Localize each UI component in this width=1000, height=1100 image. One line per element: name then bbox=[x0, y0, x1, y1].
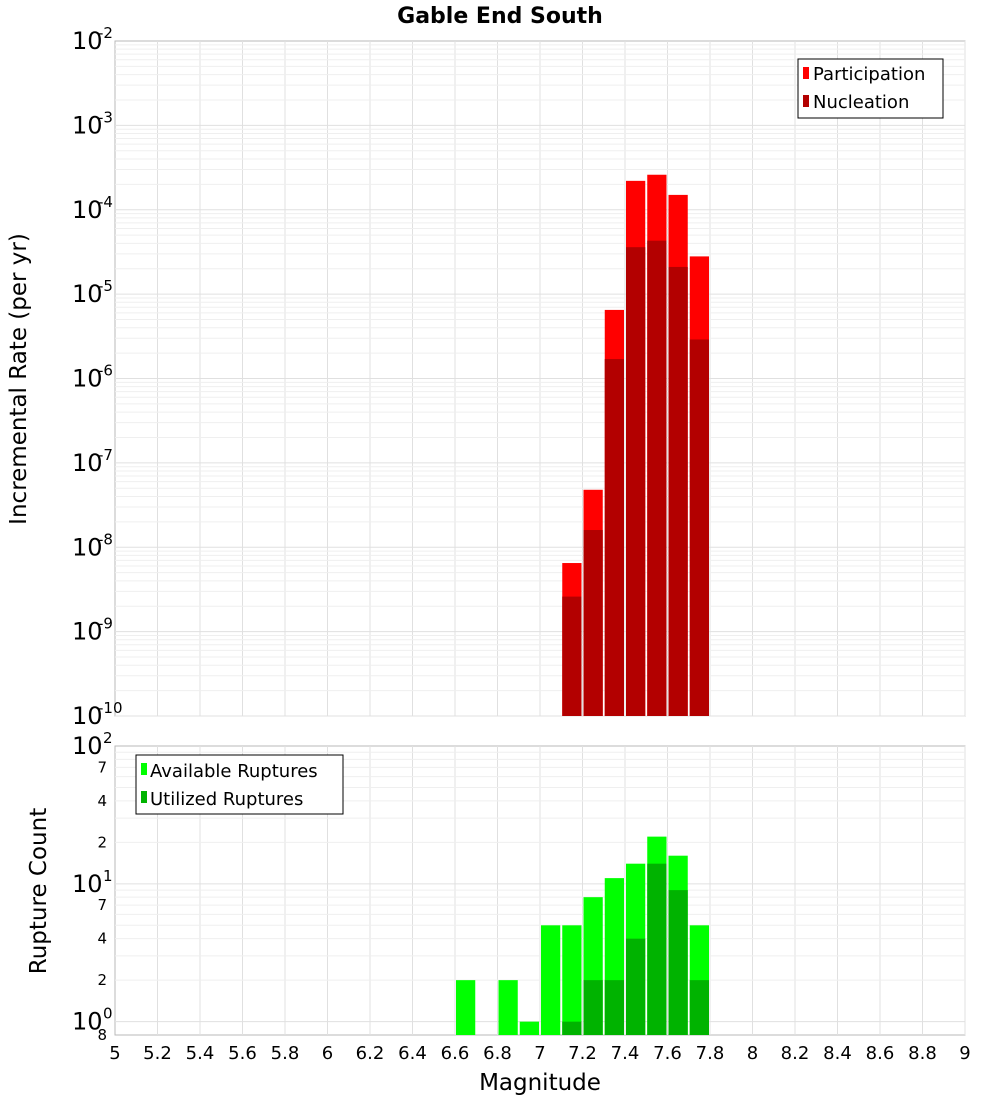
nucleation-bar bbox=[604, 359, 624, 716]
y-tick-label: 10 bbox=[72, 533, 103, 561]
utilized-ruptures-bar bbox=[562, 1021, 582, 1035]
x-tick-labels: 5 5.2 5.4 5.6 5.8 6 6.2 6.4 6.6 6.8 7 7.2 7.4 7.6 7.8 8… bbox=[109, 1043, 970, 1064]
legend-label-available: Available Ruptures bbox=[150, 761, 318, 782]
utilized-ruptures-bar bbox=[689, 980, 709, 1035]
y-tick-exponent: -9 bbox=[98, 615, 113, 633]
y-tick-exponent: -7 bbox=[98, 446, 113, 464]
y-tick-label: 10 bbox=[72, 449, 103, 477]
available-ruptures-bar bbox=[519, 1021, 539, 1035]
x-tick-label: 6 bbox=[322, 1043, 333, 1064]
x-tick-label: 5 bbox=[109, 1043, 120, 1064]
y-tick-exponent: -4 bbox=[98, 193, 113, 211]
utilized-ruptures-bar bbox=[604, 980, 624, 1035]
x-tick-label: 8 bbox=[747, 1043, 758, 1064]
legend-label-nucleation: Nucleation bbox=[813, 92, 909, 113]
x-tick-label: 8.4 bbox=[823, 1043, 852, 1064]
x-tick-label: 8.6 bbox=[866, 1043, 895, 1064]
y-tick-label: 10 bbox=[72, 196, 103, 224]
y-tick-exponent: 0 bbox=[103, 1005, 113, 1023]
y-minor-tick-label: 2 bbox=[97, 833, 107, 851]
x-tick-label: 7.8 bbox=[696, 1043, 725, 1064]
utilized-ruptures-bar bbox=[583, 980, 603, 1035]
x-tick-label: 5.2 bbox=[143, 1043, 172, 1064]
x-tick-label: 7.4 bbox=[611, 1043, 640, 1064]
y-tick-exponent: -3 bbox=[98, 108, 113, 126]
x-tick-label: 7.2 bbox=[568, 1043, 597, 1064]
y-minor-tick-label: 4 bbox=[97, 792, 107, 810]
nucleation-bar bbox=[689, 339, 709, 716]
chart-title: Gable End South bbox=[397, 4, 603, 29]
x-tick-label: 9 bbox=[959, 1043, 970, 1064]
legend-swatch-utilized bbox=[141, 791, 147, 803]
nucleation-bars bbox=[562, 240, 709, 717]
available-ruptures-bar bbox=[456, 980, 476, 1035]
y-tick-label: 10 bbox=[72, 618, 103, 646]
nucleation-bar bbox=[562, 596, 582, 716]
y-minor-tick-label: 7 bbox=[97, 896, 107, 914]
x-tick-label: 6.6 bbox=[441, 1043, 470, 1064]
y-tick-exponent: -5 bbox=[98, 277, 113, 295]
legend-swatch-participation bbox=[803, 67, 809, 79]
x-tick-label: 7 bbox=[534, 1043, 545, 1064]
utilized-ruptures-bar bbox=[647, 863, 667, 1035]
x-tick-label: 6.8 bbox=[483, 1043, 512, 1064]
y-tick-exponent: -6 bbox=[98, 362, 113, 380]
y-tick-exponent: 2 bbox=[103, 729, 113, 747]
utilized-ruptures-bar bbox=[668, 890, 688, 1035]
legend-swatch-nucleation bbox=[803, 95, 809, 107]
legend-label-participation: Participation bbox=[813, 64, 925, 85]
x-axis-label: Magnitude bbox=[479, 1070, 601, 1096]
bottom-y-axis-label: Rupture Count bbox=[26, 808, 52, 974]
top-y-tick-labels: 10-210-310-410-510-610-710-810-910-10 bbox=[72, 24, 123, 730]
y-minor-tick-label: 7 bbox=[97, 758, 107, 776]
x-tick-label: 8.8 bbox=[908, 1043, 937, 1064]
legend-label-utilized: Utilized Ruptures bbox=[150, 789, 303, 810]
top-legend: Participation Nucleation bbox=[797, 58, 944, 119]
y-tick-label: 10 bbox=[72, 1008, 103, 1036]
y-tick-label: 10 bbox=[72, 732, 103, 760]
x-tick-label: 8.2 bbox=[781, 1043, 810, 1064]
nucleation-bar bbox=[583, 530, 603, 716]
y-tick-label: 10 bbox=[72, 111, 103, 139]
y-tick-exponent: -10 bbox=[98, 699, 123, 717]
top-y-axis-label: Incremental Rate (per yr) bbox=[6, 233, 32, 525]
nucleation-bar bbox=[626, 247, 646, 716]
nucleation-bar bbox=[647, 240, 667, 717]
y-minor-tick-label: 8 bbox=[97, 1026, 107, 1044]
nucleation-bar bbox=[668, 266, 688, 716]
top-gridlines bbox=[115, 41, 966, 717]
utilized-ruptures-bar bbox=[626, 938, 646, 1035]
available-ruptures-bar bbox=[498, 980, 518, 1035]
x-tick-label: 5.8 bbox=[271, 1043, 300, 1064]
x-tick-label: 7.6 bbox=[653, 1043, 682, 1064]
x-tick-label: 6.2 bbox=[356, 1043, 385, 1064]
y-tick-label: 10 bbox=[72, 280, 103, 308]
y-tick-exponent: -8 bbox=[98, 530, 113, 548]
utilized-ruptures-bars bbox=[562, 863, 709, 1035]
available-ruptures-bar bbox=[541, 925, 561, 1035]
available-ruptures-bar bbox=[562, 925, 582, 1035]
y-tick-label: 10 bbox=[72, 702, 103, 730]
y-minor-tick-label: 2 bbox=[97, 971, 107, 989]
legend-swatch-available bbox=[141, 763, 147, 775]
x-tick-label: 6.4 bbox=[398, 1043, 427, 1064]
y-tick-exponent: -2 bbox=[98, 24, 113, 42]
y-tick-label: 10 bbox=[72, 870, 103, 898]
x-tick-label: 5.4 bbox=[186, 1043, 215, 1064]
bottom-legend: Available Ruptures Utilized Ruptures bbox=[135, 754, 344, 815]
y-minor-tick-label: 4 bbox=[97, 930, 107, 948]
y-tick-exponent: 1 bbox=[103, 867, 113, 885]
bottom-gridlines bbox=[115, 746, 966, 1035]
x-tick-label: 5.6 bbox=[228, 1043, 257, 1064]
y-tick-label: 10 bbox=[72, 365, 103, 393]
y-tick-label: 10 bbox=[72, 27, 103, 55]
